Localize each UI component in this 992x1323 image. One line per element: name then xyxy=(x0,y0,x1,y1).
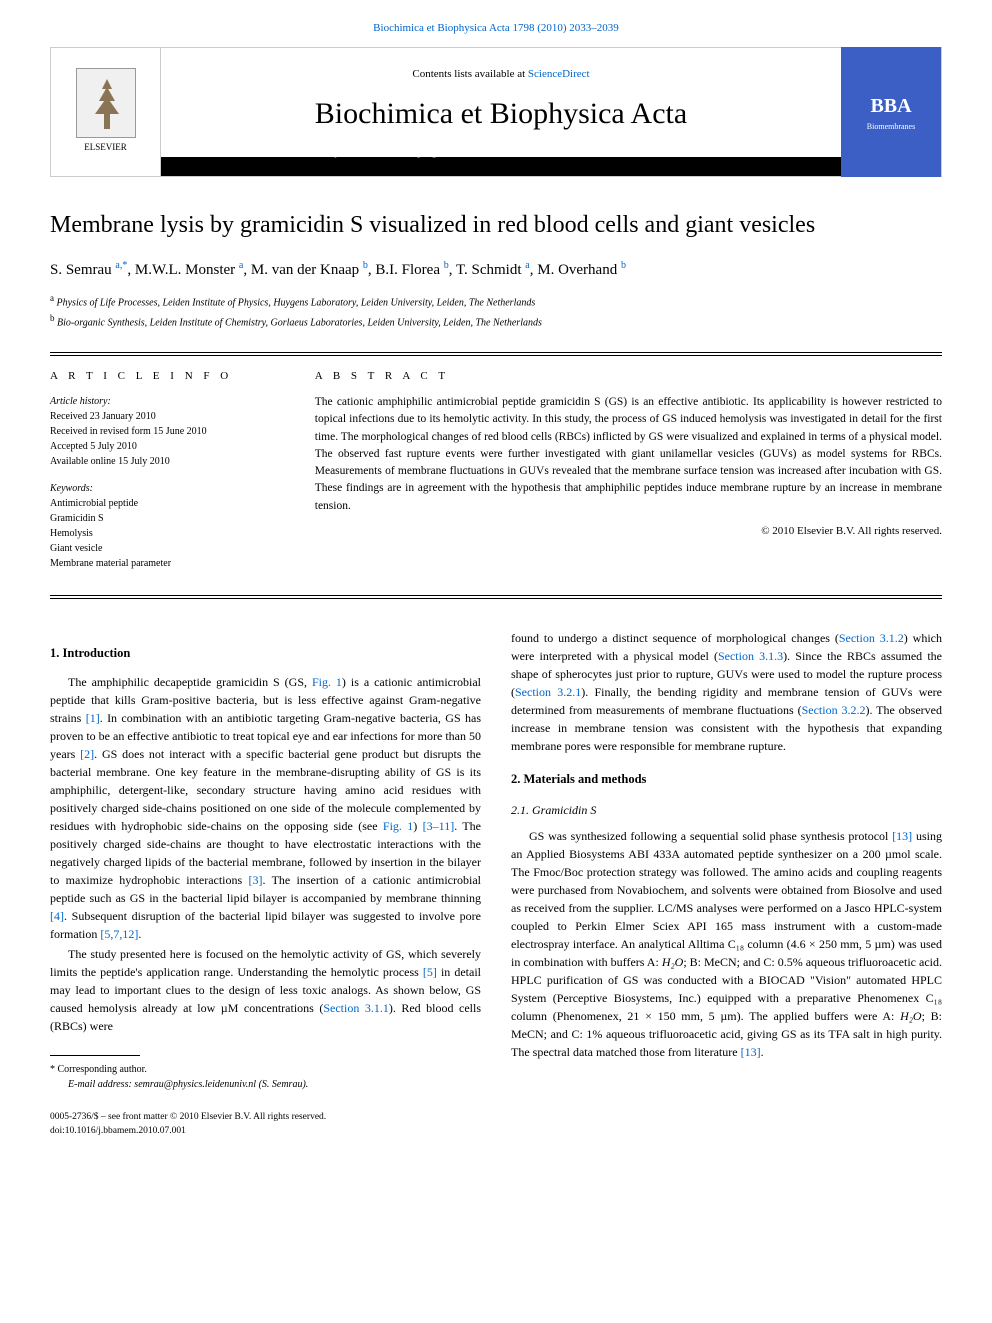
affiliation-b: Bio-organic Synthesis, Leiden Institute … xyxy=(57,318,542,329)
keywords-block: Keywords: Antimicrobial peptide Gramicid… xyxy=(50,481,285,571)
keyword: Giant vesicle xyxy=(50,541,285,556)
citation-header: Biochimica et Biophysica Acta 1798 (2010… xyxy=(50,20,942,37)
article-info-heading: A R T I C L E I N F O xyxy=(50,368,285,385)
cite-ref[interactable]: [13] xyxy=(741,1045,761,1059)
author-affil-sup: b xyxy=(363,260,368,271)
author-affil-sup: a xyxy=(239,260,243,271)
author: M.W.L. Monster xyxy=(135,262,235,278)
history-line: Accepted 5 July 2010 xyxy=(50,439,285,454)
bba-sublabel: Biomembranes xyxy=(867,121,915,133)
bba-label: BBA xyxy=(870,91,911,121)
fig-ref[interactable]: Fig. 1 xyxy=(383,819,413,833)
contents-available: Contents lists available at ScienceDirec… xyxy=(181,66,821,83)
email-address[interactable]: semrau@physics.leidenuniv.nl (S. Semrau)… xyxy=(134,1079,308,1090)
author: M. van der Knaap xyxy=(251,262,359,278)
history-line: Received 23 January 2010 xyxy=(50,409,285,424)
article-info: A R T I C L E I N F O Article history: R… xyxy=(50,355,300,597)
cite-ref[interactable]: [5] xyxy=(423,965,437,979)
abstract: A B S T R A C T The cationic amphiphilic… xyxy=(300,355,942,597)
right-column: found to undergo a distinct sequence of … xyxy=(511,629,942,1092)
journal-homepage: journal homepage: www.elsevier.com/locat… xyxy=(181,144,821,166)
front-matter-line: 0005-2736/$ – see front matter © 2010 El… xyxy=(50,1110,326,1124)
email-label: E-mail address: xyxy=(68,1079,132,1090)
paragraph: found to undergo a distinct sequence of … xyxy=(511,629,942,755)
elsevier-logo: ELSEVIER xyxy=(51,47,161,177)
corresponding-author-note: * Corresponding author. xyxy=(50,1062,481,1077)
header-center: Contents lists available at ScienceDirec… xyxy=(161,48,841,176)
abstract-heading: A B S T R A C T xyxy=(315,368,942,385)
page-footer: 0005-2736/$ – see front matter © 2010 El… xyxy=(50,1110,942,1139)
author-affil-sup: b xyxy=(621,260,626,271)
history-label: Article history: xyxy=(50,394,285,409)
doi-line: doi:10.1016/j.bbamem.2010.07.001 xyxy=(50,1124,326,1138)
sciencedirect-link[interactable]: ScienceDirect xyxy=(528,68,590,80)
cite-ref[interactable]: [3] xyxy=(248,873,262,887)
article-body: 1. Introduction The amphiphilic decapept… xyxy=(50,629,942,1092)
author: T. Schmidt xyxy=(456,262,522,278)
section-ref[interactable]: Section 3.2.2 xyxy=(802,703,866,717)
fig-ref[interactable]: Fig. 1 xyxy=(312,675,342,689)
journal-header: ELSEVIER Contents lists available at Sci… xyxy=(50,47,942,177)
author: B.I. Florea xyxy=(375,262,440,278)
section-heading-intro: 1. Introduction xyxy=(50,644,481,663)
keywords-label: Keywords: xyxy=(50,481,285,496)
history-line: Received in revised form 15 June 2010 xyxy=(50,424,285,439)
affil-marker: a xyxy=(50,293,54,303)
cite-ref[interactable]: [13] xyxy=(892,829,912,843)
cite-ref[interactable]: [4] xyxy=(50,909,64,923)
cite-ref[interactable]: [1] xyxy=(86,711,100,725)
author-list: S. Semrau a,*, M.W.L. Monster a, M. van … xyxy=(50,258,942,282)
history-line: Available online 15 July 2010 xyxy=(50,454,285,469)
keyword: Membrane material parameter xyxy=(50,556,285,571)
cite-ref[interactable]: [5,7,12] xyxy=(100,927,138,941)
paragraph: GS was synthesized following a sequentia… xyxy=(511,827,942,1061)
elsevier-tree-icon xyxy=(76,68,136,138)
author: S. Semrau xyxy=(50,262,112,278)
author-affil-sup: b xyxy=(444,260,449,271)
elsevier-label: ELSEVIER xyxy=(84,141,127,155)
cite-ref[interactable]: [3–11] xyxy=(423,819,455,833)
affil-marker: b xyxy=(50,313,55,323)
corresponding-email: E-mail address: semrau@physics.leidenuni… xyxy=(50,1077,481,1092)
abstract-copyright: © 2010 Elsevier B.V. All rights reserved… xyxy=(315,523,942,540)
subsection-heading: 2.1. Gramicidin S xyxy=(511,801,942,819)
cite-ref[interactable]: [2] xyxy=(80,747,94,761)
info-abstract-section: A R T I C L E I N F O Article history: R… xyxy=(50,352,942,600)
keyword: Gramicidin S xyxy=(50,511,285,526)
article-history: Article history: Received 23 January 201… xyxy=(50,394,285,469)
keyword: Hemolysis xyxy=(50,526,285,541)
article-title: Membrane lysis by gramicidin S visualize… xyxy=(50,207,942,243)
section-heading-methods: 2. Materials and methods xyxy=(511,770,942,789)
affiliations: a Physics of Life Processes, Leiden Inst… xyxy=(50,291,942,332)
section-ref[interactable]: Section 3.2.1 xyxy=(515,685,581,699)
author-affil-sup: a xyxy=(525,260,529,271)
paragraph: The amphiphilic decapeptide gramicidin S… xyxy=(50,673,481,943)
footnote-divider xyxy=(50,1055,140,1056)
keyword: Antimicrobial peptide xyxy=(50,496,285,511)
author: M. Overhand xyxy=(537,262,617,278)
journal-name: Biochimica et Biophysica Acta xyxy=(181,91,821,136)
left-column: 1. Introduction The amphiphilic decapept… xyxy=(50,629,481,1092)
abstract-text: The cationic amphiphilic antimicrobial p… xyxy=(315,394,942,515)
section-ref[interactable]: Section 3.1.3 xyxy=(718,649,783,663)
contents-prefix: Contents lists available at xyxy=(412,68,527,80)
affiliation-a: Physics of Life Processes, Leiden Instit… xyxy=(57,297,536,308)
bba-cover-logo: BBA Biomembranes xyxy=(841,47,941,177)
section-ref[interactable]: Section 3.1.1 xyxy=(323,1001,389,1015)
author-affil-sup: a,* xyxy=(115,260,127,271)
paragraph: The study presented here is focused on t… xyxy=(50,945,481,1035)
section-ref[interactable]: Section 3.1.2 xyxy=(839,631,904,645)
